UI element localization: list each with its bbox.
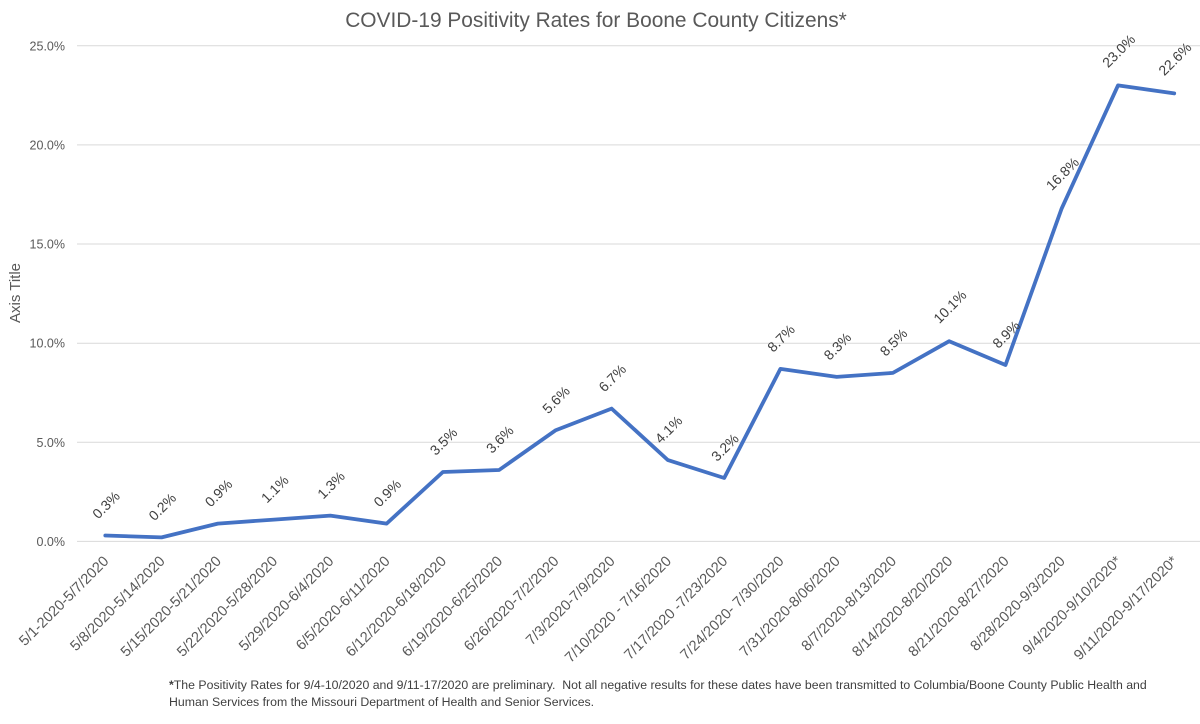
svg-text:20.0%: 20.0% <box>30 138 65 152</box>
svg-text:*The Positivity Rates for 9/4-: *The Positivity Rates for 9/4-10/2020 an… <box>169 678 1147 692</box>
svg-text:5.0%: 5.0% <box>37 436 66 450</box>
svg-text:25.0%: 25.0% <box>30 39 65 53</box>
svg-text:COVID-19 Positivity Rates for: COVID-19 Positivity Rates for Boone Coun… <box>345 9 847 32</box>
svg-text:15.0%: 15.0% <box>30 238 65 252</box>
svg-text:Axis Title: Axis Title <box>7 263 24 323</box>
svg-text:10.0%: 10.0% <box>30 337 65 351</box>
svg-text:Human Services from the Missou: Human Services from the Missouri Departm… <box>169 695 594 709</box>
svg-text:0.0%: 0.0% <box>37 535 66 549</box>
